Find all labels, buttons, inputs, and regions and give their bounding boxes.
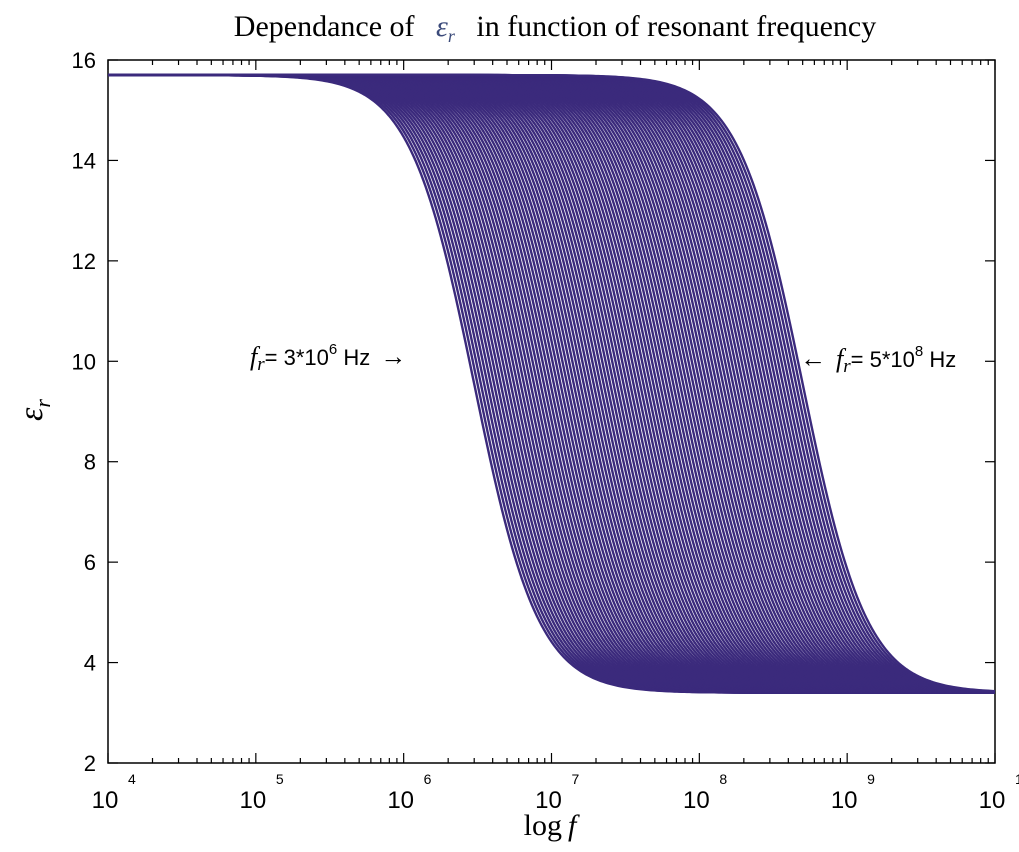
x-tick-label-base: 10	[92, 787, 119, 814]
annotation-low: fr= 3*106 Hz →	[250, 341, 406, 375]
annotation-high-arrow: ←	[800, 344, 826, 373]
x-tick-label-exponent: 7	[572, 771, 580, 787]
x-axis-label-var: f	[568, 809, 580, 842]
annotation-high-exp: 8	[915, 343, 923, 360]
y-tick-label: 12	[72, 249, 96, 274]
chart-title-prefix: Dependance of	[234, 10, 415, 43]
annotation-high-var: f	[836, 344, 847, 373]
y-tick-label: 4	[84, 651, 96, 676]
x-tick-label-exponent: 4	[128, 771, 136, 787]
y-tick-label: 6	[84, 550, 96, 575]
series-line	[108, 73, 996, 693]
annotation-low-text: = 3*10	[265, 345, 329, 370]
annotation-high-text: = 5*10	[851, 347, 915, 372]
x-tick-label-base: 10	[387, 787, 414, 814]
chart-title: Dependance of εr in function of resonant…	[234, 10, 876, 49]
x-tick-label-exponent: 6	[424, 771, 432, 787]
x-tick-label-exponent: 5	[276, 771, 284, 787]
y-tick-label: 10	[72, 349, 96, 374]
x-tick-label-exponent: 9	[867, 771, 875, 787]
x-tick-label-base: 10	[239, 787, 266, 814]
annotation-high-sub: r	[843, 356, 851, 377]
annotation-low-var: f	[250, 342, 261, 371]
axis-ticks	[107, 59, 996, 764]
series-curves	[107, 73, 996, 694]
annotation-low-unit: Hz	[337, 345, 370, 370]
annotation-low-arrow: →	[380, 342, 406, 371]
svg-text:fr= 3*106 Hz→: fr= 3*106 Hz →	[250, 341, 406, 375]
y-axis-label-symbol: ε	[13, 407, 50, 421]
y-tick-label: 14	[72, 148, 96, 173]
x-tick-label-base: 10	[683, 787, 710, 814]
x-tick-label-base: 10	[535, 787, 562, 814]
chart-title-symbol: ε	[436, 10, 448, 43]
svg-text:←fr= 5*108 Hz: ← fr= 5*108 Hz	[800, 343, 956, 377]
y-tick-label: 8	[84, 450, 96, 475]
x-tick-label-exponent: 8	[719, 771, 727, 787]
annotation-high: ← fr= 5*108 Hz	[800, 343, 956, 377]
y-tick-label: 2	[84, 751, 96, 776]
x-tick-label-base: 10	[831, 787, 858, 814]
y-tick-labels: 2 4 6 8 10 12 14 16	[72, 48, 96, 776]
chart-title-suffix: in function of resonant frequency	[476, 10, 876, 43]
annotation-low-sub: r	[257, 354, 265, 375]
y-axis-label: εr	[13, 399, 55, 421]
annotation-high-unit: Hz	[923, 347, 956, 372]
x-tick-labels: 10 4 10 5 10 6 10 7 10 8 10 9 10 10	[92, 771, 1019, 814]
x-tick-label-base: 10	[979, 787, 1006, 814]
x-axis-label: log f	[524, 809, 580, 842]
y-axis-label-sub: r	[30, 399, 55, 408]
x-tick-label-exponent: 10	[1015, 771, 1019, 787]
annotation-low-exp: 6	[329, 341, 337, 358]
y-tick-label: 16	[72, 48, 96, 73]
chart-title-symbol-sub: r	[448, 26, 456, 46]
x-axis-label-prefix: log	[524, 809, 562, 842]
